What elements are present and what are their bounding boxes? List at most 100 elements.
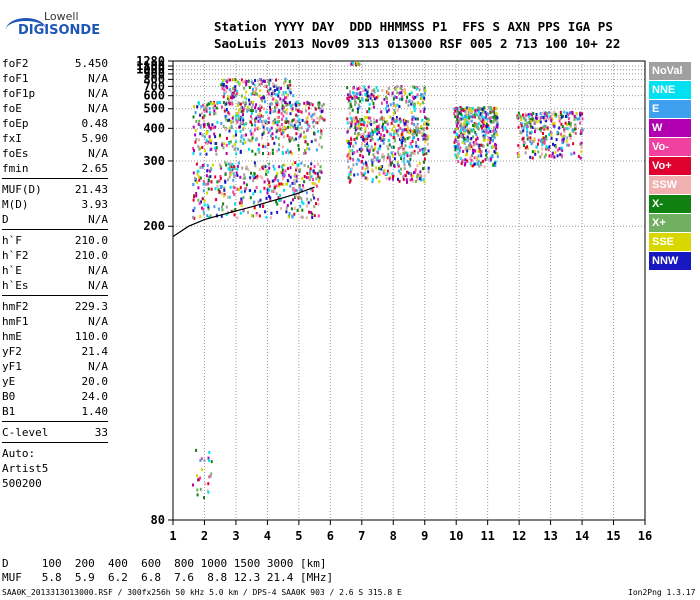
- data-point-F-trace-1: [301, 200, 303, 204]
- data-point-F-trace-2: [360, 171, 363, 175]
- data-point-block-10: [495, 114, 498, 118]
- data-point-sparse-upper: [228, 88, 231, 92]
- data-point-F-trace-1: [243, 187, 246, 191]
- data-point-block-12: [562, 114, 565, 118]
- data-point-block-10: [476, 122, 479, 126]
- data-point-block-12: [524, 146, 527, 150]
- data-point-F-trace-2: [349, 149, 351, 153]
- data-point-F-trace-2: [364, 127, 367, 131]
- data-point-F-trace-2: [374, 146, 376, 150]
- data-point-F-high-1: [284, 125, 286, 129]
- param-row: B1 1.40: [2, 404, 108, 419]
- data-point-F-trace-2: [402, 177, 405, 181]
- data-point-F-trace-1: [279, 207, 282, 210]
- data-point-F-high-1: [271, 132, 274, 136]
- param-key: h`E: [2, 264, 22, 277]
- data-point-block-10: [455, 132, 458, 136]
- data-point-block-10: [493, 150, 496, 153]
- data-point-F-trace-1: [268, 194, 271, 198]
- data-point-F-trace-1: [224, 161, 227, 165]
- data-point-F-trace-2: [410, 172, 413, 176]
- legend-item-vo-: Vo+: [649, 157, 691, 175]
- data-point-block-10: [461, 159, 464, 163]
- data-point-F-trace-1: [285, 182, 288, 186]
- data-point-F-trace-2: [397, 150, 400, 154]
- data-point-mid-upper: [389, 103, 392, 107]
- data-point-block-12: [540, 152, 543, 156]
- data-point-F-trace-2: [402, 158, 405, 162]
- data-point-F-trace-2: [381, 138, 384, 142]
- data-point-sparse-upper: [224, 79, 227, 83]
- data-point-mid-upper: [415, 87, 418, 91]
- data-point-F-trace-2: [405, 120, 408, 124]
- data-point-block-10: [477, 127, 480, 131]
- data-point-mid-upper: [367, 98, 369, 102]
- data-point-block-10: [487, 112, 489, 116]
- data-point-F-trace-2: [417, 127, 420, 130]
- data-point-F-trace-1: [294, 196, 296, 199]
- data-point-F-trace-1: [259, 175, 262, 179]
- data-point-mid-upper: [405, 99, 408, 103]
- data-point-F-trace-2: [381, 118, 384, 122]
- data-point-F-trace-2: [354, 128, 357, 132]
- data-point-F-high-1: [226, 136, 228, 140]
- data-point-block-12: [529, 124, 532, 128]
- data-point-F-trace-1: [255, 213, 258, 217]
- data-point-F2-2hop: [242, 118, 245, 122]
- param-value: 229.3: [74, 300, 108, 313]
- data-point-F-high-1: [297, 144, 300, 148]
- data-point-F-trace-1: [207, 207, 210, 211]
- data-point-block-12: [579, 121, 582, 125]
- data-point-block-12: [538, 127, 541, 131]
- data-point-sparse-upper: [256, 92, 259, 96]
- data-point-top-spike: [351, 61, 354, 65]
- data-point-F-trace-2: [403, 128, 406, 132]
- data-point-F2-2hop: [267, 116, 270, 120]
- data-point-F-high-1: [298, 135, 301, 139]
- data-point-block-10: [455, 144, 458, 148]
- data-point-block-10: [457, 142, 460, 146]
- data-point-F-trace-1: [269, 196, 272, 200]
- legend-item-nnw: NNW: [649, 252, 691, 270]
- data-point-F-trace-2: [358, 148, 361, 151]
- data-point-F-trace-1: [233, 166, 236, 170]
- data-point-block-10: [482, 134, 485, 138]
- data-point-F-trace-2: [384, 126, 387, 130]
- data-point-mid-upper: [423, 88, 426, 92]
- data-point-F-high-1: [289, 125, 292, 129]
- data-point-block-12: [581, 112, 584, 116]
- x-tick-label: 16: [638, 529, 652, 543]
- data-point-F-trace-2: [351, 152, 354, 156]
- data-point-F-trace-1: [275, 174, 278, 178]
- data-point-F-trace-2: [353, 119, 356, 123]
- data-point-F-trace-1: [253, 200, 256, 204]
- data-point-block-12: [541, 147, 544, 151]
- data-point-F-trace-1: [287, 167, 289, 171]
- data-point-F2-2hop: [288, 121, 291, 125]
- data-point-F2-2hop: [264, 119, 267, 123]
- data-point-F-trace-2: [393, 136, 396, 140]
- data-point-F2-2hop: [311, 103, 314, 107]
- data-point-F-high-1: [257, 119, 260, 123]
- data-point-block-12: [526, 133, 529, 137]
- data-point-sparse-upper: [275, 78, 278, 82]
- data-point-block-10: [493, 106, 496, 110]
- parameter-panel: foF2 5.450 foF1 N/A foF1p N/A foE N/A foEp 0.48 fx…: [2, 56, 108, 491]
- auto-line2: Artist5: [2, 462, 49, 475]
- legend-item-w: W: [649, 119, 691, 137]
- data-point-F-trace-1: [317, 162, 320, 166]
- data-point-block-10: [468, 131, 471, 135]
- data-point-sparse-upper: [250, 80, 253, 84]
- data-point-F-trace-2: [410, 177, 413, 181]
- data-point-F-high-1: [253, 123, 256, 127]
- data-point-F-trace-2: [411, 129, 414, 133]
- data-point-mid-upper: [373, 97, 376, 101]
- data-point-F-trace-2: [400, 132, 403, 136]
- data-point-F-trace-1: [278, 182, 281, 186]
- data-point-block-10: [483, 116, 486, 120]
- data-point-F2-2hop: [316, 116, 319, 120]
- data-point-F-trace-2: [393, 125, 396, 129]
- data-point-F-trace-1: [302, 184, 304, 188]
- data-point-block-10: [489, 111, 492, 115]
- data-point-block-12: [567, 113, 570, 117]
